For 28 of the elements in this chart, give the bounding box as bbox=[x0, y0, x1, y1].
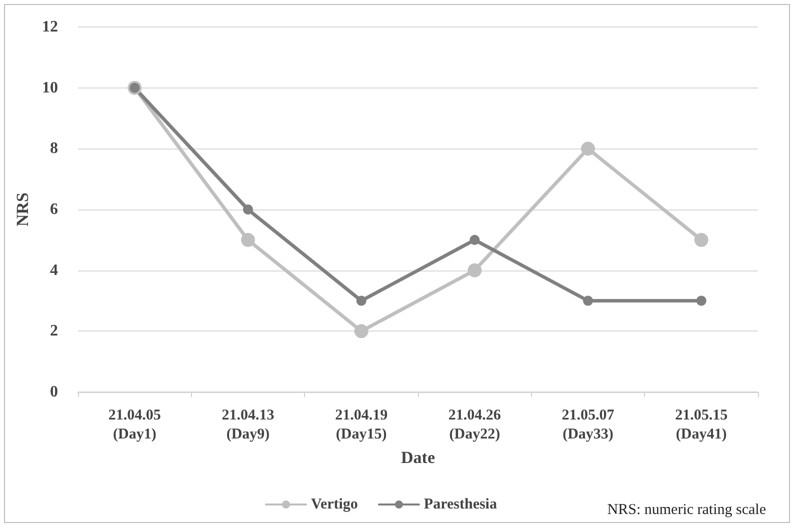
point bbox=[583, 296, 593, 306]
legend-label: Vertigo bbox=[311, 496, 358, 512]
x-tick-label: 21.05.07 (Day33) bbox=[562, 408, 615, 442]
y-axis-title: NRS bbox=[13, 192, 32, 227]
point bbox=[354, 324, 368, 338]
x-tick-label: 21.04.19 (Day15) bbox=[335, 408, 388, 442]
y-tick-label: 8 bbox=[50, 140, 58, 158]
x-tick-label: 21.04.13 (Day9) bbox=[222, 408, 274, 442]
point bbox=[468, 263, 482, 278]
x-tick-label: 21.04.05 (Day1) bbox=[108, 408, 161, 442]
x-tick-label: 21.04.26 (Day22) bbox=[448, 408, 502, 442]
x-tick-label: 21.05.15 (Day41) bbox=[675, 408, 728, 442]
y-tick-label: 4 bbox=[50, 262, 58, 279]
y-tick-label: 0 bbox=[50, 384, 58, 400]
y-tick-label: 6 bbox=[50, 201, 58, 218]
point bbox=[243, 204, 253, 214]
point bbox=[356, 296, 366, 306]
y-tick-label: 10 bbox=[42, 79, 58, 96]
point bbox=[241, 232, 255, 247]
text: NRS: numeric rating scale bbox=[607, 502, 766, 519]
x-axis-title: Date bbox=[401, 448, 436, 467]
y-tick-label: 2 bbox=[50, 322, 58, 340]
point bbox=[470, 234, 480, 245]
legend-label: Paresthesia bbox=[424, 496, 498, 512]
point bbox=[696, 296, 706, 306]
point bbox=[581, 142, 595, 156]
point bbox=[694, 232, 708, 247]
y-tick-label: 12 bbox=[42, 18, 58, 36]
